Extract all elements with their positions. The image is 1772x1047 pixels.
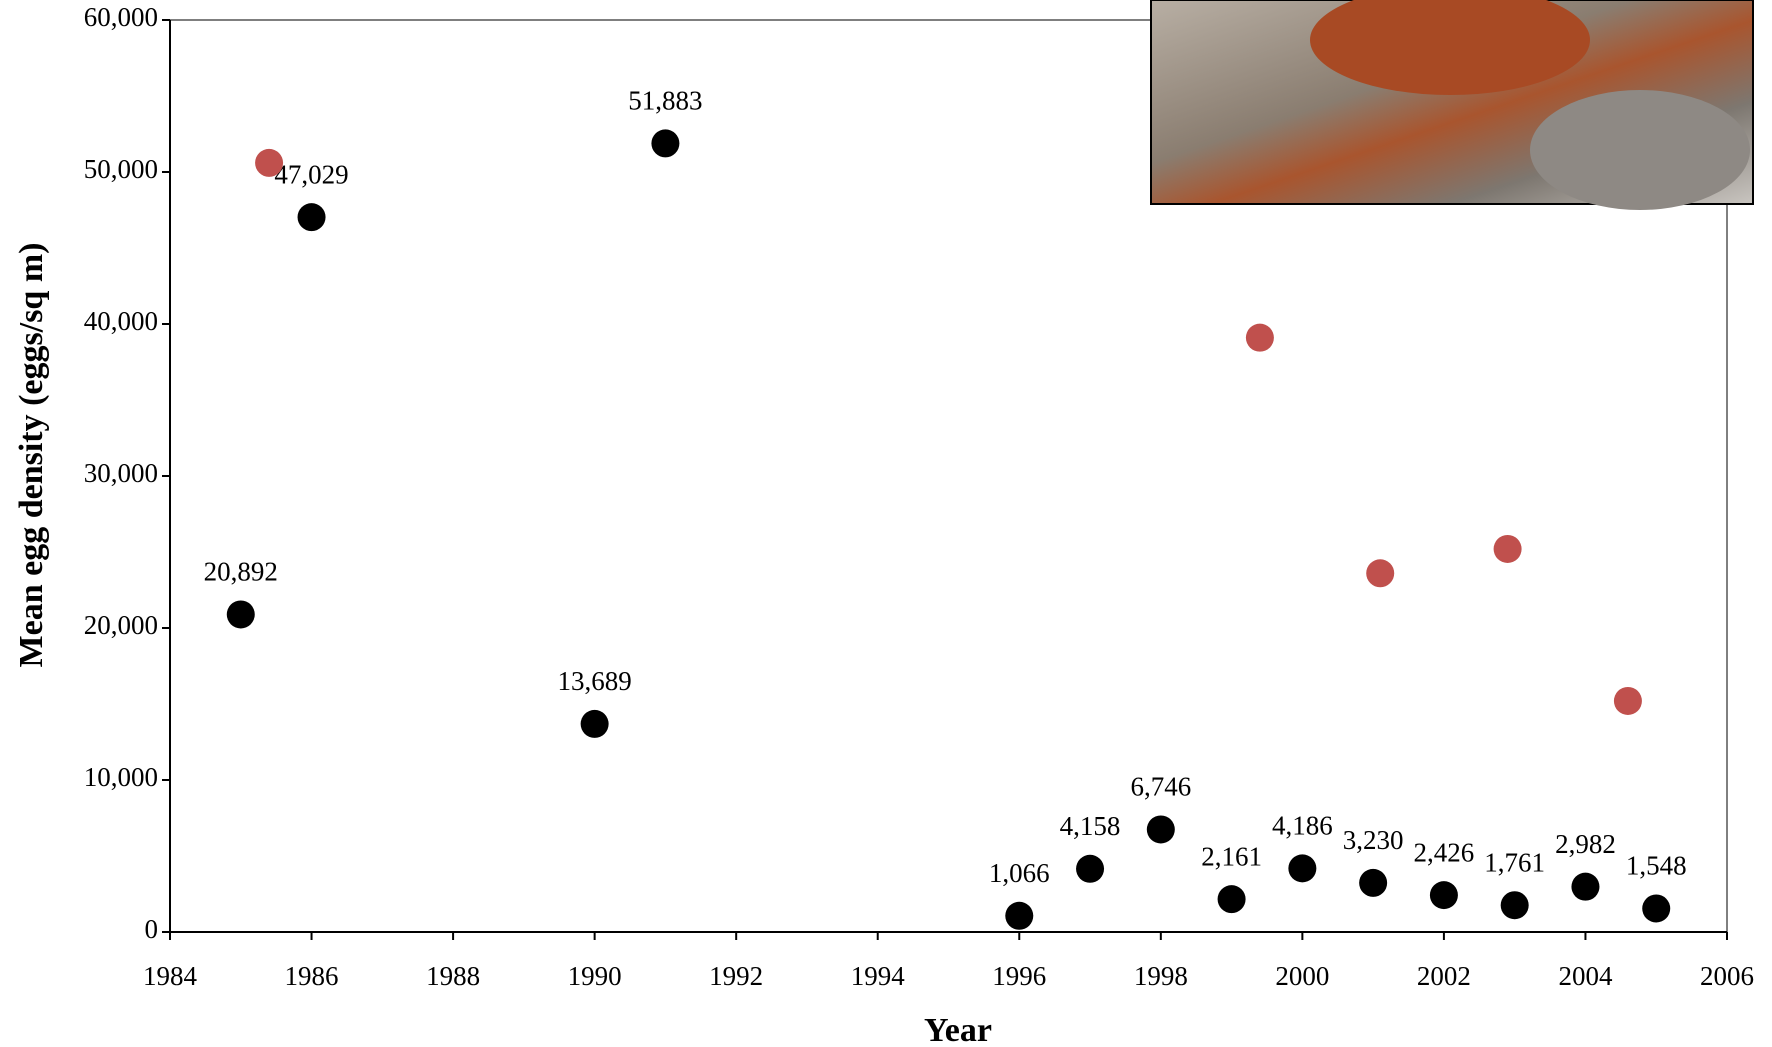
x-tick-label: 1986 <box>285 961 339 991</box>
data-label: 20,892 <box>204 557 278 587</box>
data-point <box>255 149 283 177</box>
data-label: 2,426 <box>1414 837 1475 867</box>
data-point <box>1076 855 1104 883</box>
x-tick-label: 1998 <box>1134 961 1188 991</box>
data-label: 47,029 <box>274 159 348 189</box>
data-label: 3,230 <box>1343 825 1404 855</box>
x-tick-label: 1994 <box>851 961 906 991</box>
x-tick-label: 1992 <box>709 961 763 991</box>
data-label: 6,746 <box>1130 772 1191 802</box>
data-point <box>1430 881 1458 909</box>
x-tick-label: 1988 <box>426 961 480 991</box>
data-label: 13,689 <box>558 666 632 696</box>
y-tick-label: 50,000 <box>84 154 158 184</box>
data-point <box>1494 535 1522 563</box>
data-point <box>1359 869 1387 897</box>
data-label: 2,982 <box>1555 829 1616 859</box>
x-tick-label: 2004 <box>1558 961 1613 991</box>
data-label: 51,883 <box>628 86 702 116</box>
data-label: 1,548 <box>1626 851 1687 881</box>
data-point <box>1501 891 1529 919</box>
data-point <box>1218 885 1246 913</box>
data-point <box>298 203 326 231</box>
data-point <box>581 710 609 738</box>
chart: Year Mean egg density (eggs/sq m) 0 10,00… <box>0 0 1772 1047</box>
data-label: 4,186 <box>1272 811 1333 841</box>
data-label: 2,161 <box>1201 841 1262 871</box>
photo-inset <box>1151 0 1753 210</box>
data-label: 1,761 <box>1484 847 1545 877</box>
y-tick-label: 30,000 <box>84 458 158 488</box>
data-point <box>1246 324 1274 352</box>
y-tick-label: 60,000 <box>84 2 158 32</box>
data-point <box>651 129 679 157</box>
x-tick-label: 1996 <box>992 961 1046 991</box>
x-tick-label: 1990 <box>568 961 622 991</box>
x-tick-label: 2002 <box>1417 961 1471 991</box>
x-tick-label: 2000 <box>1275 961 1329 991</box>
x-tick-label: 1984 <box>143 961 198 991</box>
y-axis-title: Mean egg density (eggs/sq m) <box>13 243 50 668</box>
x-tick-label: 2006 <box>1700 961 1754 991</box>
y-tick-label: 0 <box>145 914 159 944</box>
data-point <box>1005 902 1033 930</box>
data-point <box>1147 815 1175 843</box>
y-tick-label: 40,000 <box>84 306 158 336</box>
x-axis-title: Year <box>924 1012 992 1047</box>
y-tick-label: 20,000 <box>84 610 158 640</box>
data-point <box>1288 854 1316 882</box>
data-point <box>1614 687 1642 715</box>
data-label: 1,066 <box>989 858 1050 888</box>
data-point <box>1366 559 1394 587</box>
data-point <box>1571 873 1599 901</box>
data-label: 4,158 <box>1060 811 1121 841</box>
y-tick-label: 10,000 <box>84 762 158 792</box>
data-point <box>1642 894 1670 922</box>
data-point <box>227 600 255 628</box>
